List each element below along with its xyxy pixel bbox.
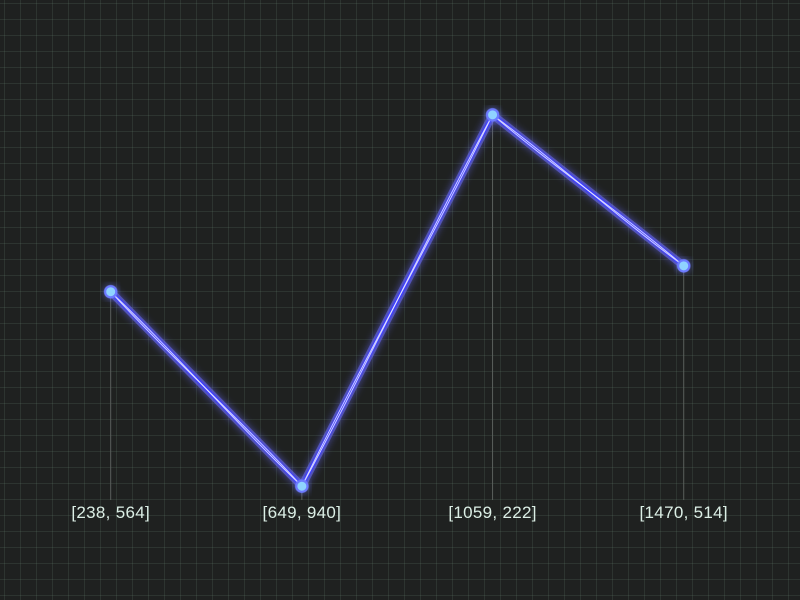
drop-lines [110, 114, 685, 500]
series-line-group [107, 110, 687, 491]
series-line-strand [492, 114, 685, 267]
data-point[interactable] [104, 285, 118, 299]
data-label: [1059, 222] [448, 503, 536, 522]
data-label: [649, 940] [263, 503, 342, 522]
data-label: [238, 564] [71, 503, 150, 522]
data-point[interactable] [677, 259, 691, 273]
markers [103, 107, 691, 494]
data-label: [1470, 514] [640, 503, 728, 522]
series-line-strand [110, 291, 303, 487]
series-line-strand [301, 114, 494, 487]
data-point[interactable] [486, 108, 500, 122]
data-point[interactable] [295, 479, 309, 493]
point-labels: [238, 564] [649, 940] [1059, 222] [1470, 51… [71, 503, 728, 522]
